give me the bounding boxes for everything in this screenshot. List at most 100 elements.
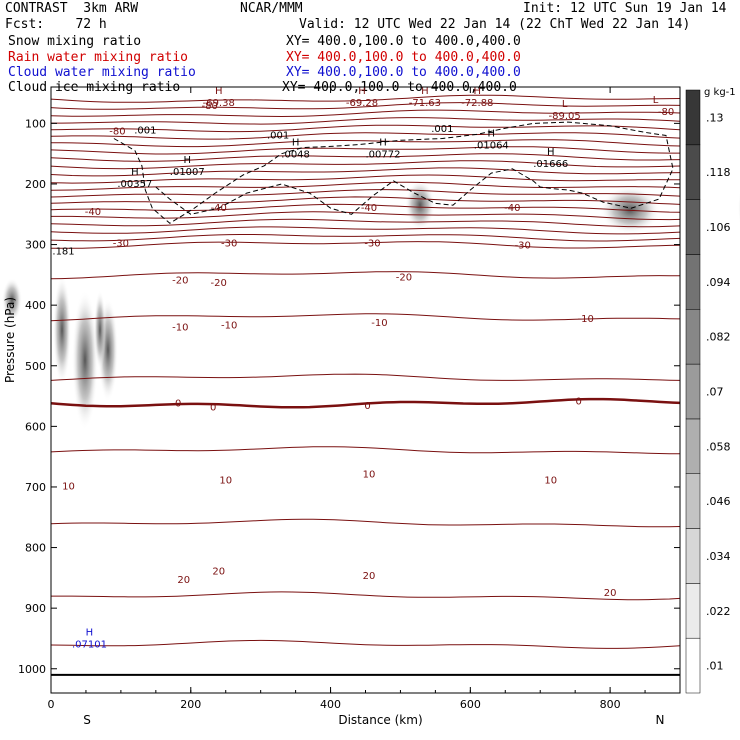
temp-contour-line <box>50 241 681 249</box>
temp-contour-line <box>51 117 681 125</box>
x-axis-label: Distance (km) <box>338 713 422 727</box>
temp-extremum-symbol: L <box>653 95 659 106</box>
temp-contour-line <box>50 313 681 322</box>
snow-shading-layer <box>2 180 740 430</box>
y-axis-label: Pressure (hPa) <box>3 297 17 383</box>
x-tick-label: 800 <box>600 698 621 711</box>
colorbar-segment <box>685 418 701 474</box>
temp-label: -80 <box>109 127 125 138</box>
temp-label: 10 <box>544 476 557 487</box>
y-tick-label: 800 <box>25 542 46 555</box>
temp-contour-line <box>50 196 681 205</box>
temp-contour-line <box>50 102 681 110</box>
colorbar-label: .034 <box>706 550 731 563</box>
temp-label: -40 <box>361 203 377 214</box>
y-tick-label: 300 <box>25 239 46 252</box>
cloud-ice-max-value: .00772 <box>365 149 400 160</box>
y-tick-label: 600 <box>25 420 46 433</box>
field-snow-xy: XY= 400.0,100.0 to 400.0,400.0 <box>286 34 521 49</box>
colorbar-segment <box>685 144 701 200</box>
temp-contour-line <box>50 373 681 381</box>
x-tick-label: 400 <box>320 698 341 711</box>
y-tick-label: 100 <box>25 117 46 130</box>
field-cloudwater-xy: XY= 400.0,100.0 to 400.0,400.0 <box>286 65 521 80</box>
field-snow-label: Snow mixing ratio <box>8 34 142 49</box>
temp-contour-line <box>50 124 681 133</box>
temp-label: -80 <box>658 107 674 118</box>
temp-contour-line <box>50 518 681 528</box>
colorbar-segment <box>685 199 701 255</box>
temp-label: 20 <box>177 575 190 586</box>
temp-contour-line <box>50 226 681 235</box>
cloud-ice-max-symbol: H <box>184 155 192 166</box>
temp-label: -10 <box>172 322 188 333</box>
temp-extremum-symbol: H <box>421 86 429 97</box>
temp-label: -30 <box>364 239 380 250</box>
temp-extremum-symbol: H <box>215 86 223 97</box>
temp-label: -10 <box>577 314 593 325</box>
cloud-ice-max-value: .01666 <box>533 159 568 170</box>
cloud-ice-max-symbol: H <box>292 137 300 148</box>
temp-contour-line <box>50 203 681 213</box>
temp-extremum-symbol: L <box>562 99 568 110</box>
model-title: CONTRAST 3km ARW <box>5 1 139 16</box>
temp-contour-line <box>50 446 681 455</box>
temp-label: -40 <box>211 203 227 214</box>
temp-contour-line <box>50 218 681 228</box>
temp-contour-line <box>51 591 681 601</box>
colorbar-label: .118 <box>706 166 731 179</box>
forecast-hour: Fcst: 72 h <box>5 17 107 32</box>
temp-extremum-symbol: H <box>474 86 482 97</box>
cloud-ice-outline <box>113 121 674 224</box>
north-end-label: N <box>656 713 665 727</box>
temp-label: 0 <box>175 399 181 410</box>
temp-contour-line <box>50 167 681 177</box>
temp-contour-line <box>51 211 681 221</box>
temp-contour-line <box>50 639 681 649</box>
y-tick-label: 500 <box>25 360 46 373</box>
temp-label: -40 <box>504 203 520 214</box>
cloud-ice-max-value: .01064 <box>474 140 509 151</box>
temp-label: -20 <box>211 278 227 289</box>
x-tick-label: 600 <box>460 698 481 711</box>
colorbar-label: .082 <box>706 331 731 344</box>
colorbar-unit: g kg-1 <box>704 87 736 98</box>
colorbar-label: .01 <box>706 660 724 673</box>
x-tick-label: 200 <box>180 698 201 711</box>
temp-extremum-value: -71.63 <box>409 98 441 109</box>
y-tick-label: 700 <box>25 481 46 494</box>
y-tick-label: 400 <box>25 299 46 312</box>
init-time: Init: 12 UTC Sun 19 Jan 14 <box>523 1 727 16</box>
cloud-ice-contour-label: .001 <box>134 125 156 136</box>
contour-labels: -80 -80 -80 -40 -40 -40 -40 -30 -30 -30 -30 -20 -20 -… <box>52 86 674 650</box>
cloud-ice-max-symbol: H <box>547 147 555 158</box>
temp-label: 20 <box>212 567 225 578</box>
plot-frame <box>50 86 681 694</box>
temp-contour-line <box>50 181 681 191</box>
colorbar-segment <box>685 89 701 146</box>
snow-shade-1 <box>72 290 98 430</box>
temp-label: -40 <box>85 207 101 218</box>
colorbar-label: .07 <box>706 386 724 399</box>
temp-contour-line <box>50 132 681 140</box>
cloud-ice-max-value: .01007 <box>170 167 205 178</box>
temp-extremum-value: -69.38 <box>203 98 235 109</box>
cloud-ice-max-symbol: H <box>131 167 139 178</box>
temp-extremum-symbol: H <box>358 86 366 97</box>
colorbar: .01 .022 .034 .046 .058 .07 .082 .094 .106 .118 .1… <box>685 87 736 694</box>
temp-label: 0 <box>210 402 216 413</box>
freezing-level-line <box>50 397 681 409</box>
colorbar-label: .13 <box>706 111 724 124</box>
cloud-water-max-value: .07101 <box>72 639 107 650</box>
colorbar-segment <box>685 583 701 639</box>
cloud-ice-max-value: .00357 <box>117 179 152 190</box>
temp-label: 10 <box>219 476 232 487</box>
snow-shade-0 <box>53 275 71 385</box>
temp-extremum-value: -72.88 <box>461 98 493 109</box>
temp-label: -30 <box>515 241 531 252</box>
temp-contour-line <box>50 174 681 184</box>
temp-label: -10 <box>221 321 237 332</box>
colorbar-label: .022 <box>706 605 731 618</box>
organization-label: NCAR/MMM <box>240 1 303 16</box>
cloud-ice-max-value: .0048 <box>281 149 310 160</box>
